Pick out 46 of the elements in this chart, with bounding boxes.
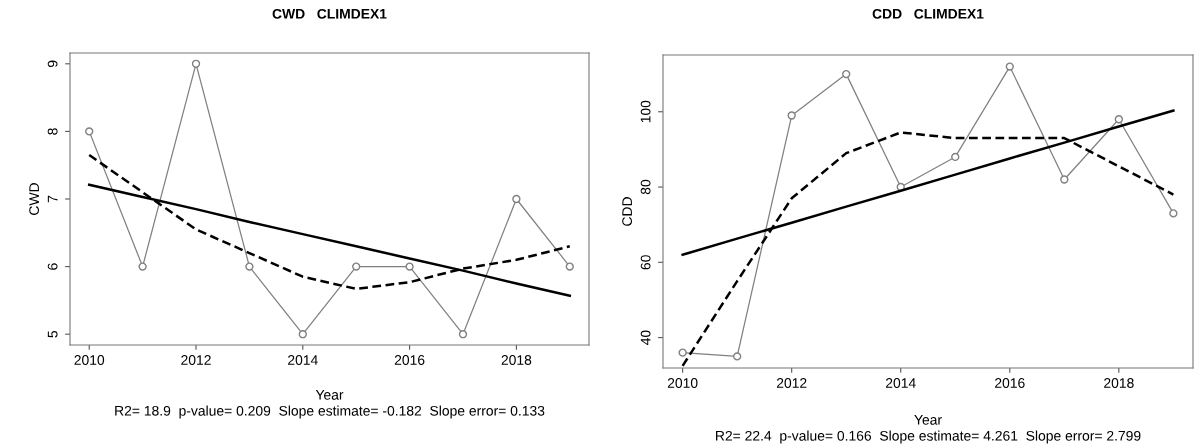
y-tick-label: 100: [640, 100, 651, 123]
y-tick-label: 80: [640, 179, 651, 195]
point: [245, 262, 254, 271]
y-axis-title: CWD: [29, 183, 40, 215]
point: [787, 111, 796, 120]
x-tick-label: 2016: [995, 378, 1025, 388]
x-tick-label: 2012: [776, 378, 807, 388]
point: [138, 262, 147, 271]
point: [352, 262, 361, 271]
x-tick-label: 2018: [1104, 378, 1134, 388]
x-tick-label: 2018: [501, 355, 532, 365]
x-tick-label: 2014: [885, 378, 916, 388]
point: [298, 330, 307, 339]
y-tick-label: 8: [47, 128, 58, 135]
point: [191, 59, 201, 68]
x-tick-label: 2010: [74, 355, 105, 365]
y-tick-label: 7: [47, 195, 58, 203]
x-tick-label: 2010: [667, 378, 698, 388]
point: [951, 152, 960, 162]
text: R2= 18.9 p-value= 0.209 Slope estimate= -0.182 Slope error= 0.133: [115, 405, 545, 419]
point: [1060, 175, 1069, 184]
point: [85, 127, 94, 136]
point: [565, 262, 574, 271]
x-tick-label: 2012: [181, 355, 211, 365]
point: [678, 348, 687, 357]
x-axis-title: Year: [315, 390, 344, 400]
point: [405, 262, 414, 271]
text: R2= 22.4 p-value= 0.166 Slope estimate= 4.261 Slope error= 2.799: [716, 430, 1141, 444]
point: [1114, 115, 1124, 124]
x-tick-label: 2014: [288, 355, 318, 365]
x-tick-label: 2016: [394, 355, 425, 365]
y-tick-label: 5: [47, 330, 58, 338]
y-tick-label: 9: [47, 60, 58, 68]
point: [1005, 62, 1014, 71]
point: [458, 330, 468, 339]
y-tick-label: 60: [640, 255, 651, 270]
chart-title: CDD CLIMDEX1: [872, 8, 984, 19]
point: [1169, 209, 1178, 218]
chart-title: CWD CLIMDEX1: [272, 8, 387, 19]
x-axis-title: Year: [914, 415, 942, 425]
y-tick-label: 6: [47, 263, 58, 270]
y-axis-title: CDD: [622, 197, 633, 226]
point: [732, 352, 742, 361]
point: [842, 69, 851, 79]
y-tick-label: 40: [640, 330, 651, 345]
point: [512, 194, 521, 204]
